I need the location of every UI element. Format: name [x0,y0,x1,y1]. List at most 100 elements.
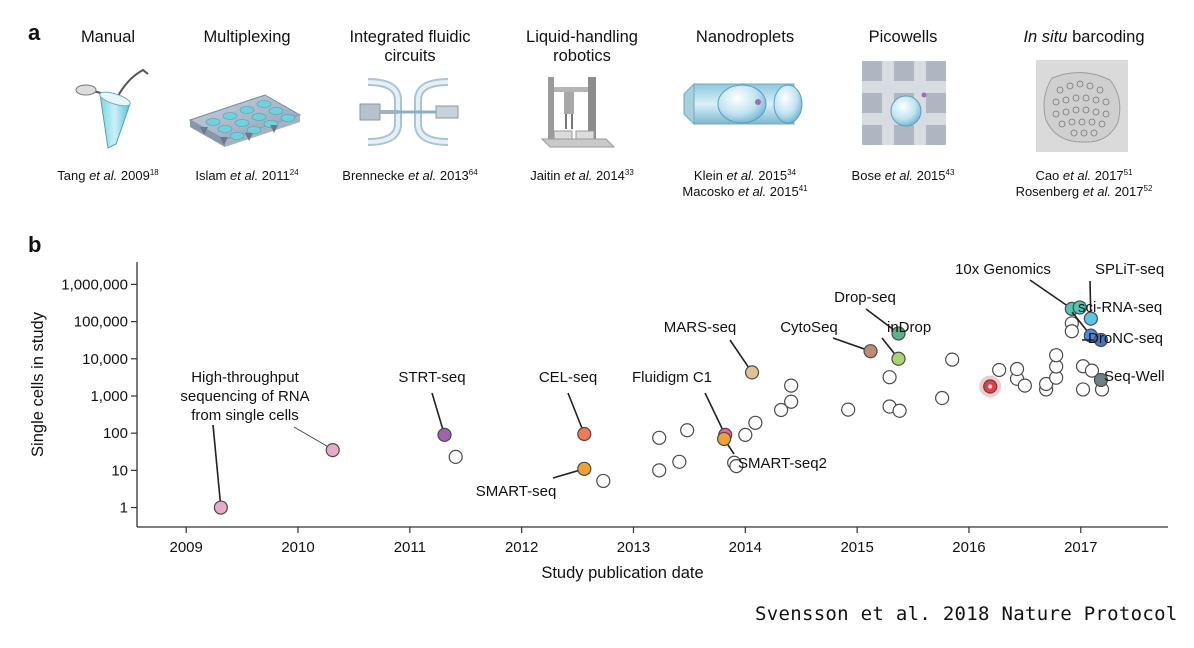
x-tick-label: 2011 [394,539,426,556]
point-label: STRT-seq [398,369,465,386]
leader-line [431,392,446,436]
open-point [672,454,687,469]
open-point [1075,382,1091,397]
point-label: CEL-seq [539,369,597,386]
open-point [773,402,789,418]
point-label: Drop-seq [834,289,896,306]
data-point [1093,332,1109,348]
y-tick-label: 10 [111,462,128,479]
open-point [680,423,695,438]
citation: Jaitin et al. 201433 [530,168,634,183]
x-tick-label: 2017 [1064,539,1097,556]
open-point [1064,324,1079,339]
open-point [784,378,799,393]
data-point [437,427,452,442]
platform-6: In situ barcoding Cao et al. 201751Rosenb… [1016,28,1153,199]
open-point [738,427,753,442]
open-point [448,449,463,465]
robot-icon [540,77,616,148]
point-label: Seq-Well [1104,368,1165,385]
open-point [935,390,950,406]
x-tick-label: 2015 [840,539,873,556]
platform-title: Liquid-handling [526,28,638,46]
leader-line [1029,279,1073,310]
point-label: SMART-seq [476,483,557,500]
platform-5: Picowells Bose et al. 201543 [852,28,955,183]
platform-title: circuits [384,47,435,65]
open-point [1009,361,1025,377]
y-tick-label: 1 [120,500,128,517]
platform-title: Nanodroplets [696,28,794,46]
data-point [891,351,906,366]
open-point [1084,363,1100,378]
data-point [325,443,340,458]
platform-title: Multiplexing [203,28,290,46]
open-point [1049,348,1064,363]
open-point [882,370,897,385]
leader-line [212,424,222,508]
platform-0: Manual Tang et al. 200918 [57,28,159,183]
point-label: inDrop [887,319,931,336]
leader-line [567,392,586,435]
data-point [716,431,732,447]
open-point [1017,378,1032,393]
credit-text: Svensson et al. 2018 Nature Protocol [755,603,1178,625]
fluidic-circuit-icon [359,78,459,146]
leader-line [704,392,726,436]
well-plate-icon [188,94,302,147]
cell-cluster-icon [1036,60,1128,152]
data-point [1083,311,1098,326]
open-point [596,473,611,489]
leader-line [293,426,329,448]
platform-title: Integrated fluidic [349,28,470,46]
x-tick-label: 2016 [952,539,985,556]
open-point [841,402,856,417]
highlight-core [988,384,993,389]
point-label: MARS-seq [664,319,737,336]
y-axis-label: Single cells in study [29,311,47,457]
citation: Rosenberg et al. 201752 [1016,184,1153,199]
y-tick-label: 1,000,000 [61,276,128,293]
y-tick-label: 100 [103,425,128,442]
open-point [892,403,907,418]
citation: Klein et al. 201534 [694,168,797,183]
data-point [577,426,592,442]
platform-title: Picowells [869,28,938,46]
data-point [1093,372,1109,388]
citation: Tang et al. 200918 [57,168,159,183]
data-point [891,326,906,341]
data-point [1072,300,1087,315]
citation: Bose et al. 201543 [852,168,955,183]
point-label: High-throughput [191,369,299,386]
x-tick-label: 2013 [617,539,650,556]
citation: Islam et al. 201124 [195,168,299,183]
data-point [213,500,228,515]
point-label: Fluidigm C1 [632,369,712,386]
y-tick-label: 1,000 [90,388,128,405]
open-point [945,352,960,367]
platform-title: Manual [81,28,135,46]
point-label: sci-RNA-seq [1078,299,1162,316]
panel-b-label: b [28,232,41,257]
open-point [652,430,667,445]
platform-1: Multiplexing Islam et al. 201124 [195,28,299,183]
platform-title: robotics [553,47,611,65]
platform-title: In situ barcoding [1023,28,1144,46]
y-tick-label: 100,000 [74,314,128,331]
pcr-tube-icon [75,68,149,149]
y-tick-label: 10,000 [82,351,128,368]
open-point [748,415,763,430]
open-point [729,459,744,474]
point-label: SPLiT-seq [1095,261,1164,278]
point-label: sequencing of RNA [180,388,309,405]
point-label: CytoSeq [780,319,838,336]
open-point [992,362,1007,378]
open-point [1039,376,1054,392]
scatter-chart: 2009 2010 2011 2012 2013 2014 2015 2016 2017 1 10 1… [29,261,1168,582]
picowell-icon [862,61,946,145]
point-label: DroNC-seq [1088,330,1163,347]
data-point [744,365,760,380]
